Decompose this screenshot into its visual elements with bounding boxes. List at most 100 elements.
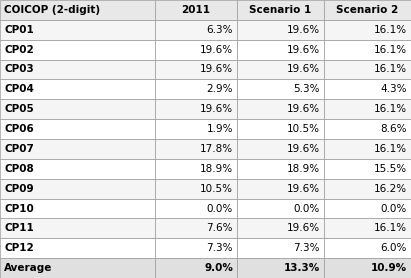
Text: CP07: CP07 (4, 144, 34, 154)
Bar (324, 40, 411, 59)
Bar (324, 219, 411, 238)
Text: 7.6%: 7.6% (206, 223, 233, 233)
Text: 16.2%: 16.2% (374, 184, 407, 194)
Bar (237, 59, 324, 80)
Text: CP02: CP02 (4, 45, 34, 55)
Text: 16.1%: 16.1% (374, 25, 407, 35)
Bar (324, 119, 411, 139)
Text: 19.6%: 19.6% (287, 45, 320, 55)
Text: 2.9%: 2.9% (206, 84, 233, 94)
Text: 19.6%: 19.6% (287, 25, 320, 35)
Text: 6.0%: 6.0% (381, 243, 407, 253)
Bar (0, 20, 155, 40)
Text: 19.6%: 19.6% (287, 144, 320, 154)
Bar (324, 179, 411, 198)
Bar (155, 40, 237, 59)
Bar (155, 119, 237, 139)
Bar (237, 198, 324, 219)
Bar (0, 99, 155, 119)
Text: Scenario 2: Scenario 2 (336, 5, 399, 15)
Bar (324, 258, 411, 278)
Text: CP01: CP01 (4, 25, 34, 35)
Text: COICOP (2-digit): COICOP (2-digit) (4, 5, 100, 15)
Text: 1.9%: 1.9% (206, 124, 233, 134)
Bar (237, 179, 324, 198)
Text: 16.1%: 16.1% (374, 104, 407, 114)
Text: 16.1%: 16.1% (374, 45, 407, 55)
Text: 10.9%: 10.9% (371, 263, 407, 273)
Bar (324, 238, 411, 258)
Bar (324, 0, 411, 20)
Bar (155, 139, 237, 159)
Bar (0, 258, 155, 278)
Bar (155, 219, 237, 238)
Bar (237, 0, 324, 20)
Text: 19.6%: 19.6% (287, 223, 320, 233)
Text: 6.3%: 6.3% (206, 25, 233, 35)
Text: 0.0%: 0.0% (294, 203, 320, 214)
Text: CP09: CP09 (4, 184, 34, 194)
Text: 7.3%: 7.3% (293, 243, 320, 253)
Bar (237, 20, 324, 40)
Text: CP05: CP05 (4, 104, 34, 114)
Bar (237, 119, 324, 139)
Text: CP04: CP04 (4, 84, 34, 94)
Text: CP12: CP12 (4, 243, 34, 253)
Bar (0, 139, 155, 159)
Text: 19.6%: 19.6% (287, 64, 320, 75)
Bar (0, 0, 155, 20)
Bar (324, 139, 411, 159)
Bar (0, 198, 155, 219)
Bar (324, 99, 411, 119)
Text: 15.5%: 15.5% (374, 164, 407, 174)
Text: Scenario 1: Scenario 1 (249, 5, 312, 15)
Text: CP11: CP11 (4, 223, 34, 233)
Text: 10.5%: 10.5% (200, 184, 233, 194)
Text: 10.5%: 10.5% (287, 124, 320, 134)
Bar (155, 179, 237, 198)
Bar (237, 139, 324, 159)
Bar (324, 59, 411, 80)
Bar (155, 80, 237, 99)
Bar (324, 20, 411, 40)
Bar (237, 219, 324, 238)
Bar (0, 40, 155, 59)
Text: 7.3%: 7.3% (206, 243, 233, 253)
Bar (155, 238, 237, 258)
Text: 9.0%: 9.0% (204, 263, 233, 273)
Text: 13.3%: 13.3% (284, 263, 320, 273)
Bar (155, 99, 237, 119)
Bar (324, 159, 411, 179)
Text: 0.0%: 0.0% (381, 203, 407, 214)
Text: 19.6%: 19.6% (200, 104, 233, 114)
Text: 5.3%: 5.3% (293, 84, 320, 94)
Bar (0, 159, 155, 179)
Bar (155, 198, 237, 219)
Bar (237, 258, 324, 278)
Bar (237, 159, 324, 179)
Bar (0, 238, 155, 258)
Text: Average: Average (4, 263, 52, 273)
Text: CP08: CP08 (4, 164, 34, 174)
Text: 16.1%: 16.1% (374, 144, 407, 154)
Text: 17.8%: 17.8% (200, 144, 233, 154)
Bar (324, 80, 411, 99)
Text: 19.6%: 19.6% (200, 45, 233, 55)
Bar (155, 159, 237, 179)
Bar (155, 59, 237, 80)
Text: 19.6%: 19.6% (287, 104, 320, 114)
Text: 4.3%: 4.3% (381, 84, 407, 94)
Text: 8.6%: 8.6% (381, 124, 407, 134)
Bar (324, 198, 411, 219)
Bar (0, 219, 155, 238)
Text: 18.9%: 18.9% (200, 164, 233, 174)
Text: CP03: CP03 (4, 64, 34, 75)
Text: 16.1%: 16.1% (374, 64, 407, 75)
Text: 18.9%: 18.9% (287, 164, 320, 174)
Text: CP10: CP10 (4, 203, 34, 214)
Bar (237, 40, 324, 59)
Text: 2011: 2011 (182, 5, 210, 15)
Bar (155, 258, 237, 278)
Text: 0.0%: 0.0% (207, 203, 233, 214)
Bar (0, 119, 155, 139)
